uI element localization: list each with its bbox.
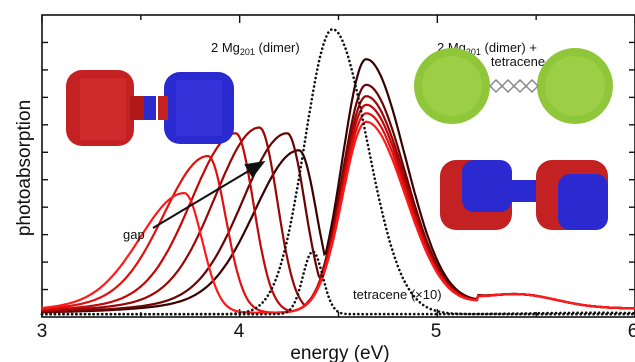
gap-annotation: gap — [123, 227, 145, 242]
dimer-annotation: 2 Mg201 (dimer) — [211, 40, 300, 57]
x-axis-label: energy (eV) — [290, 343, 389, 362]
dimer-tetracene-structure-image — [414, 48, 613, 124]
series-line — [40, 120, 635, 314]
tetracene-line — [40, 250, 635, 316]
x-tick-label: 3 — [37, 321, 48, 342]
dimer-tetracene-density-image — [440, 160, 608, 230]
axis-ticks — [41, 15, 635, 317]
x-tick-label: 4 — [234, 321, 245, 342]
gap-arrow — [152, 160, 266, 229]
tetracene-annotation: tetracene (×10) — [353, 287, 442, 302]
x-tick-label: 6 — [628, 321, 635, 342]
dimer-tetracene-annotation-line2: tetracene — [491, 54, 545, 69]
x-tick-label: 5 — [431, 321, 442, 342]
y-axis-label: photoabsorption — [14, 100, 35, 236]
curves — [40, 27, 635, 316]
dimer-density-image — [66, 70, 234, 146]
